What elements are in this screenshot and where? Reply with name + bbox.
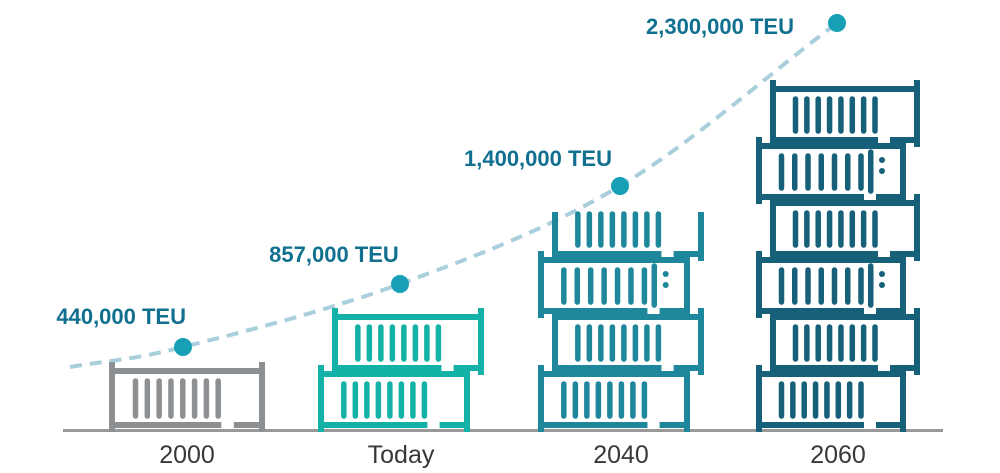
value-label-2: 1,400,000 TEU [464, 146, 612, 171]
shipping-container-icon [756, 137, 906, 204]
trend-line [69, 21, 839, 369]
shipping-container-icon [332, 308, 484, 375]
data-point-dot-1 [391, 275, 409, 293]
value-label-3: 2,300,000 TEU [646, 14, 794, 39]
value-label-0: 440,000 TEU [56, 304, 186, 329]
shipping-container-icon [109, 362, 265, 432]
container-stack-2000 [109, 362, 265, 432]
category-label-0: 2000 [159, 441, 215, 469]
container-stack-2040 [538, 211, 704, 432]
shipping-container-icon [770, 194, 920, 261]
data-point-dot-0 [174, 338, 192, 356]
data-point-dot-3 [828, 14, 846, 32]
category-label-1: Today [368, 441, 435, 469]
shipping-container-icon [756, 251, 906, 318]
shipping-container-icon [318, 365, 470, 432]
value-label-1: 857,000 TEU [269, 242, 399, 267]
data-point-dot-2 [611, 177, 629, 195]
shipping-container-icon [770, 308, 920, 375]
container-stack-2060 [756, 80, 920, 432]
shipping-container-icon [756, 365, 906, 432]
shipping-container-icon [552, 308, 704, 375]
shipping-container-icon [538, 365, 690, 432]
category-label-2: 2040 [593, 441, 649, 469]
category-label-3: 2060 [810, 441, 866, 469]
container-stack-today [318, 308, 484, 432]
shipping-container-icon [552, 211, 704, 261]
shipping-container-icon [538, 251, 690, 318]
shipping-container-icon [770, 80, 920, 147]
